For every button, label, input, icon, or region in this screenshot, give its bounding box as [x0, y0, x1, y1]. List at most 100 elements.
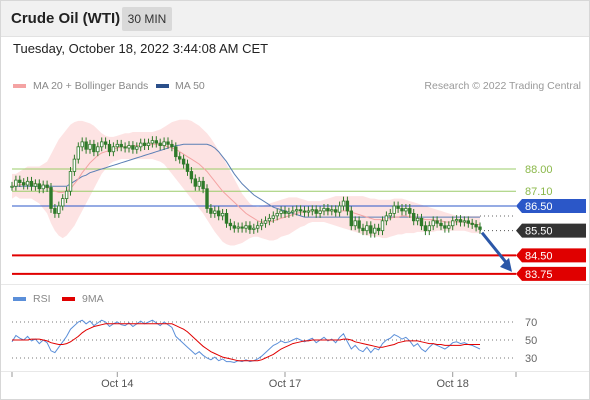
rsi-tick-label: 30	[525, 353, 537, 365]
candle-body	[431, 220, 435, 227]
candle-body	[392, 205, 396, 214]
candle-body	[353, 220, 357, 227]
candle-body	[474, 224, 478, 228]
candle-body	[119, 143, 123, 148]
candle-body	[314, 209, 318, 214]
candle-body	[216, 210, 221, 217]
timeframe-button[interactable]: 30 MIN	[122, 7, 172, 31]
candle-body	[185, 163, 190, 172]
rsi-tick-label: 50	[525, 335, 537, 347]
candle-body	[450, 220, 455, 227]
candle-body	[283, 210, 287, 214]
candle-body	[263, 220, 268, 224]
candle-body	[100, 141, 104, 148]
candle-body	[310, 209, 314, 212]
candle-body	[458, 219, 463, 223]
candle-body	[443, 225, 447, 229]
candle-body	[279, 210, 283, 214]
candle-body	[306, 210, 311, 213]
candle-body	[76, 146, 80, 160]
candle-body	[88, 143, 92, 150]
candle-body	[92, 143, 96, 153]
projection-arrow-shaft	[480, 231, 510, 266]
instrument-title: Crude Oil (WTI)	[11, 10, 121, 27]
candle-body	[68, 171, 73, 192]
candle-body	[388, 212, 392, 217]
candle-body	[294, 209, 299, 212]
candle-body	[248, 225, 252, 230]
candle-body	[470, 222, 474, 225]
panel-separator	[1, 284, 589, 285]
x-tick-label: Oct 17	[269, 378, 301, 390]
axis-separator	[1, 371, 589, 372]
candle-body	[427, 225, 431, 232]
candle-body	[193, 178, 197, 187]
candle-body	[29, 180, 34, 187]
candle-body	[107, 143, 112, 153]
candle-body	[396, 205, 400, 209]
candle-body	[14, 179, 18, 187]
candle-body	[49, 187, 53, 209]
price-level-tag	[516, 199, 586, 213]
chart-header: Crude Oil (WTI) 30 MIN	[1, 1, 589, 37]
candle-body	[201, 180, 205, 190]
candle-body	[439, 222, 443, 227]
candle-body	[275, 212, 279, 217]
ma50-line	[12, 143, 480, 218]
candle-body	[127, 145, 131, 149]
rsi-line	[11, 319, 481, 364]
rsi-ma-legend-label: 9MA	[82, 293, 104, 305]
ma50-legend-label: MA 50	[175, 80, 205, 92]
x-tick-label: Oct 18	[436, 378, 468, 390]
price-level-tag	[516, 266, 586, 281]
candle-body	[462, 220, 467, 223]
candle-body	[154, 140, 158, 144]
resistance-label: 87.10	[525, 186, 553, 198]
candle-body	[435, 220, 439, 224]
candle-body	[224, 212, 229, 224]
candle-body	[357, 220, 361, 229]
price-level-tag-label: 83.75	[525, 269, 553, 281]
price-level-tag	[516, 248, 586, 263]
candle-body	[244, 225, 248, 229]
candle-body	[236, 226, 240, 229]
candle-body	[174, 146, 178, 158]
candle-body	[423, 225, 428, 232]
candle-body	[158, 142, 162, 146]
candle-body	[454, 219, 459, 222]
candle-body	[146, 142, 151, 146]
candle-body	[240, 226, 244, 229]
candle-body	[330, 209, 334, 212]
candle-body	[447, 225, 451, 229]
candle-body	[318, 210, 322, 214]
candle-body	[25, 180, 30, 186]
candle-body	[197, 180, 201, 187]
candle-body	[361, 227, 365, 232]
candle-body	[209, 208, 213, 214]
candle-body	[345, 200, 350, 212]
candle-body	[341, 200, 346, 207]
candle-body	[45, 184, 49, 188]
timestamp: Tuesday, October 18, 2022 3:44:08 AM CET	[13, 41, 269, 56]
candle-body	[53, 208, 57, 214]
candle-body	[302, 210, 307, 213]
candle-body	[267, 217, 272, 222]
candle-body	[337, 205, 342, 213]
candle-body	[411, 212, 416, 222]
candle-body	[287, 211, 291, 214]
research-credit: Research © 2022 Trading Central	[424, 80, 581, 92]
candle-body	[372, 227, 377, 234]
candle-body	[166, 141, 170, 145]
price-level-tag-label: 85.50	[525, 226, 553, 238]
ma20-legend-swatch	[13, 84, 26, 88]
candle-body	[205, 188, 209, 209]
candle-body	[380, 220, 385, 232]
candle-body	[181, 158, 186, 165]
rsi-ma-legend-swatch	[62, 297, 75, 301]
candle-body	[255, 225, 260, 229]
candle-body	[64, 190, 69, 199]
candle-body	[213, 210, 217, 214]
candle-body	[232, 225, 236, 229]
candle-body	[291, 210, 295, 213]
